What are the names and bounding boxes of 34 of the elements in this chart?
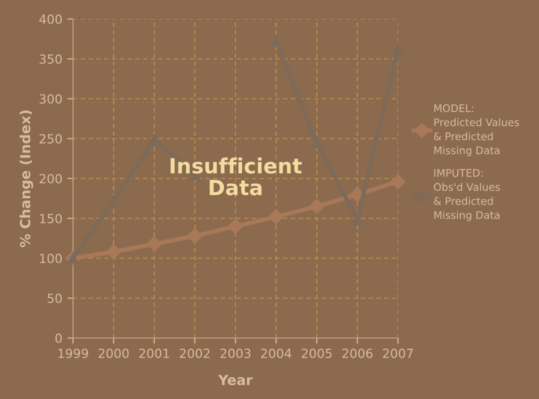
x-tick-label: 2001: [139, 348, 169, 358]
x-tick-label: 2005: [302, 348, 332, 358]
point: [311, 137, 322, 148]
point: [187, 228, 202, 244]
point: [108, 195, 120, 206]
y-axis-title: % Change (Index): [20, 110, 34, 248]
point: [146, 236, 162, 252]
point: [268, 209, 284, 224]
y-tick-label: 300: [40, 94, 62, 104]
y-tick-label: 0: [55, 333, 62, 343]
point: [392, 44, 404, 55]
x-tick-label: 2007: [383, 348, 413, 358]
y-tick-label: 350: [40, 54, 62, 64]
annotation: Insufficient Data: [170, 158, 302, 196]
y-tick-label: 100: [40, 254, 62, 264]
legend-label: MODEL: Predicted Values & Predicted Missing Data: [434, 104, 520, 156]
point: [106, 244, 122, 260]
y-tick-label: 400: [39, 14, 62, 24]
x-tick-label: 2000: [98, 348, 129, 358]
y-tick-label: 50: [48, 294, 62, 304]
y-tick-label: 150: [40, 214, 62, 224]
x-tick-label: 2003: [220, 348, 250, 358]
x-axis-title: Year: [218, 374, 253, 386]
x-tick-label: 1999: [58, 348, 88, 358]
y-tick-label: 250: [40, 134, 62, 144]
legend-label: IMPUTED: Obs'd Values & Predicted Missing Data: [434, 169, 500, 221]
x-tick-label: 2006: [342, 348, 372, 358]
x-tick-label: 2004: [261, 348, 292, 358]
point: [270, 36, 282, 47]
point: [309, 198, 324, 214]
y-tick-label: 200: [40, 174, 62, 184]
x-tick-label: 2002: [180, 348, 210, 358]
point: [228, 218, 244, 234]
point: [390, 174, 406, 190]
